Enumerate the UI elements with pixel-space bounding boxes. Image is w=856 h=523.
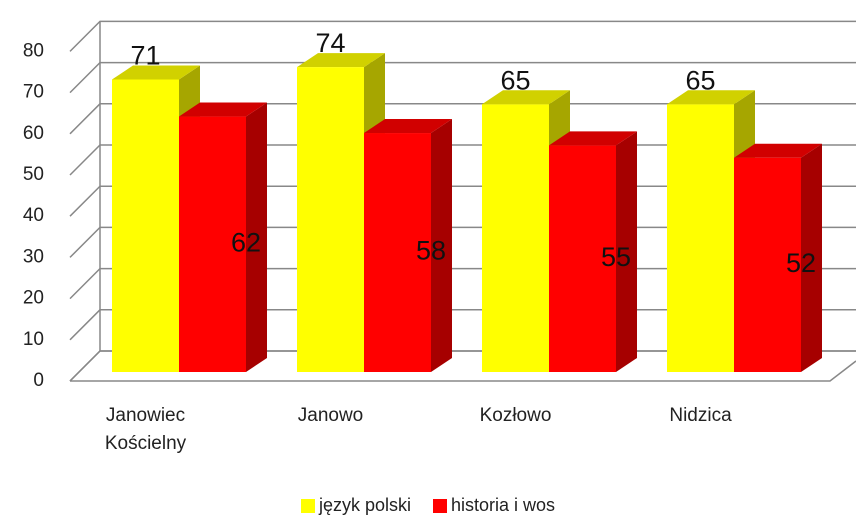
grid-line xyxy=(69,103,856,135)
bar-top xyxy=(482,90,570,105)
bar-front xyxy=(112,79,179,372)
legend-label: język polski xyxy=(318,495,411,515)
data-label: 52 xyxy=(786,248,816,278)
data-label: 71 xyxy=(130,41,160,71)
y-tick-label: 70 xyxy=(23,82,44,103)
bar-top xyxy=(297,53,385,68)
bar-front xyxy=(297,67,364,373)
x-tick-label: Janowo xyxy=(297,405,364,426)
data-label: 62 xyxy=(231,227,261,257)
bar-front xyxy=(179,116,246,372)
x-tick-label: Kozłowo xyxy=(479,405,552,426)
bar xyxy=(364,119,452,372)
bar-front xyxy=(364,133,431,372)
data-label: 74 xyxy=(315,28,345,58)
y-tick-label: 40 xyxy=(23,205,44,226)
bar-side xyxy=(616,131,637,372)
x-tick-label: Nidzica xyxy=(669,405,732,426)
bar-front xyxy=(549,145,616,372)
y-tick-label: 50 xyxy=(23,164,44,185)
legend-item: język polski xyxy=(300,495,411,516)
bar-top xyxy=(364,119,452,134)
legend-label: historia i wos xyxy=(450,495,556,515)
bar-top xyxy=(549,131,637,146)
bar-front xyxy=(667,104,734,372)
x-tick-label: Janowiec Kościelny xyxy=(104,405,187,454)
legend: język polski historia i wos xyxy=(0,495,856,516)
bar xyxy=(179,102,267,372)
y-tick-label: 10 xyxy=(23,329,44,350)
bar-top xyxy=(734,143,822,158)
bar-top xyxy=(667,90,755,105)
y-tick-label: 30 xyxy=(23,246,44,267)
data-label: 55 xyxy=(601,242,631,272)
bar-side xyxy=(246,102,267,372)
legend-item: historia i wos xyxy=(432,495,556,516)
bar-top xyxy=(112,65,200,80)
y-tick-label: 0 xyxy=(33,370,44,391)
grid-line xyxy=(69,20,856,52)
y-tick-label: 60 xyxy=(23,123,44,144)
bar-front xyxy=(734,157,801,372)
data-label: 58 xyxy=(416,236,446,266)
bar xyxy=(734,143,822,372)
bar-top xyxy=(179,102,267,117)
y-tick-label: 80 xyxy=(23,40,44,61)
bar-side xyxy=(431,119,452,372)
bar xyxy=(549,131,637,372)
bar-side xyxy=(801,143,822,372)
data-label: 65 xyxy=(500,65,530,95)
legend-swatch xyxy=(300,498,315,513)
y-tick-label: 20 xyxy=(23,288,44,309)
bar-front xyxy=(482,104,549,372)
data-label: 65 xyxy=(685,65,715,95)
grid-line xyxy=(69,61,856,94)
legend-swatch xyxy=(432,498,447,513)
